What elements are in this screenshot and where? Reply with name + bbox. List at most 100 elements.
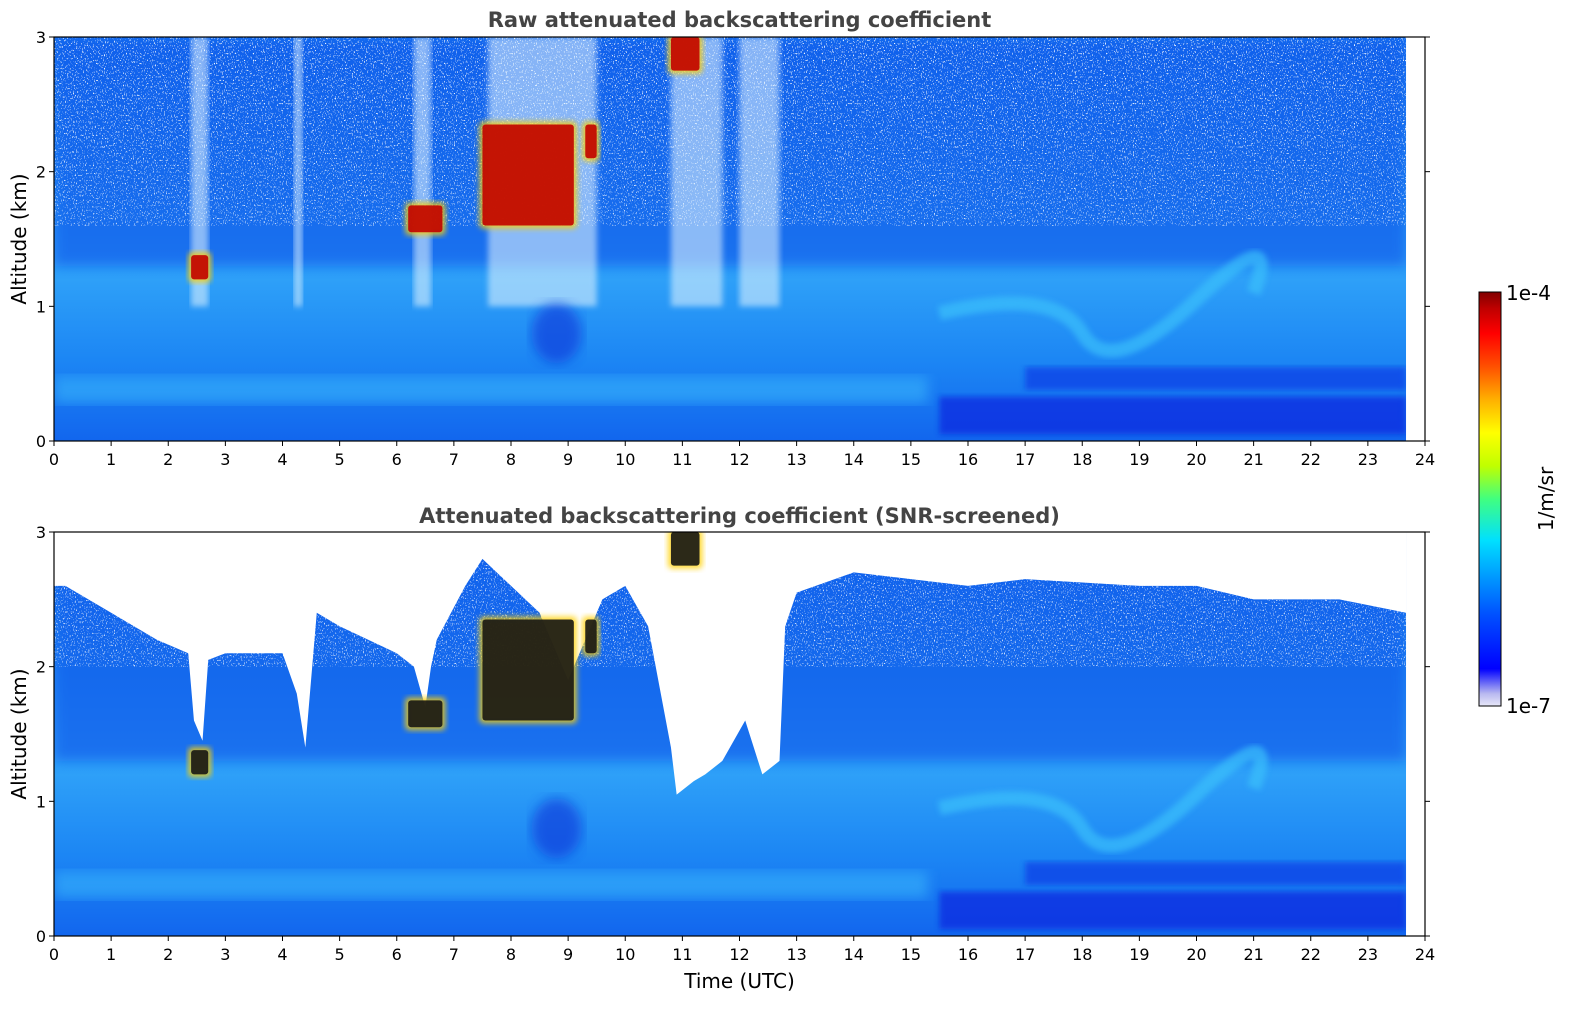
- x-axis: 0 1 2 3 4 5 6 7 8 9 10 11 12 13 14 15 16 17 18 19 20 21 22 23 24: [49, 441, 1435, 469]
- x-tick-label: 21: [1243, 945, 1263, 964]
- night-low-layer: [939, 396, 1407, 435]
- x-tick-label: 9: [563, 450, 573, 469]
- noise-column: [293, 37, 303, 307]
- x-tick-label: 15: [901, 450, 921, 469]
- x-tick-label: 16: [958, 450, 978, 469]
- x-tick-label: 3: [220, 450, 230, 469]
- x-tick-label: 11: [672, 450, 692, 469]
- y-axis: 0 1 2 3: [36, 28, 1430, 451]
- night-mid-layer: [1025, 366, 1407, 390]
- x-tick-label: 20: [1186, 945, 1206, 964]
- colorbar-scale: [1478, 291, 1502, 707]
- no-data-region: [1406, 37, 1425, 441]
- panel-raw: Raw attenuated backscattering coefficien…: [7, 8, 1435, 469]
- screen-edge-noise: [54, 558, 1407, 667]
- chart-title: Attenuated backscattering coefficient (S…: [419, 504, 1060, 528]
- x-tick-label: 23: [1358, 450, 1378, 469]
- night-mid-layer: [1025, 861, 1407, 885]
- x-tick-label: 18: [1072, 945, 1092, 964]
- x-tick-label: 7: [449, 945, 459, 964]
- y-axis: 0 1 2 3: [36, 523, 1430, 946]
- y-tick-label: 1: [36, 792, 46, 811]
- x-tick-label: 17: [1015, 945, 1035, 964]
- x-tick-label: 13: [786, 945, 806, 964]
- x-tick-label: 8: [506, 945, 516, 964]
- colorbar-label: 1/m/sr: [1534, 466, 1558, 531]
- cloud-feature: [188, 252, 212, 283]
- x-tick-label: 16: [958, 945, 978, 964]
- y-tick-label: 0: [36, 927, 46, 946]
- y-tick-label: 2: [36, 163, 46, 182]
- residual-layer: [937, 250, 1268, 358]
- x-tick-label: 14: [844, 450, 864, 469]
- boundary-layer: [54, 376, 929, 404]
- x-tick-label: 5: [335, 450, 345, 469]
- cloud-feature: [479, 121, 577, 229]
- noise-column: [413, 37, 432, 307]
- boundary-layer: [54, 871, 929, 899]
- x-tick-label: 4: [277, 945, 287, 964]
- x-tick-label: 22: [1301, 945, 1321, 964]
- night-low-layer: [939, 891, 1407, 930]
- x-tick-label: 19: [1129, 450, 1149, 469]
- x-tick-label: 6: [392, 450, 402, 469]
- cloud-feature: [667, 532, 703, 569]
- heatmap-area: [54, 37, 1407, 441]
- x-tick-label: 12: [729, 945, 749, 964]
- x-tick-label: 1: [106, 945, 116, 964]
- cloud-feature: [582, 121, 600, 162]
- y-axis-label: Altitude (km): [7, 668, 31, 799]
- x-tick-label: 10: [615, 945, 635, 964]
- x-tick-label: 13: [786, 450, 806, 469]
- dark-patch: [531, 798, 582, 859]
- panel-snr-screened: Attenuated backscattering coefficient (S…: [7, 504, 1435, 993]
- x-tick-label: 24: [1415, 945, 1435, 964]
- x-axis: 0 1 2 3 4 5 6 7 8 9 10 11 12 13 14 15 16 17 18 19 20 21 22 23 24: [49, 936, 1435, 964]
- y-tick-label: 1: [36, 297, 46, 316]
- no-data-region: [1406, 532, 1425, 936]
- cloud-feature: [667, 37, 703, 74]
- chart-title: Raw attenuated backscattering coefficien…: [488, 8, 992, 32]
- noise-column: [670, 37, 723, 307]
- noise-column: [739, 37, 780, 307]
- y-tick-label: 3: [36, 28, 46, 47]
- x-tick-label: 7: [449, 450, 459, 469]
- y-tick-label: 2: [36, 658, 46, 677]
- x-tick-label: 18: [1072, 450, 1092, 469]
- x-tick-label: 8: [506, 450, 516, 469]
- x-tick-label: 12: [729, 450, 749, 469]
- x-tick-label: 20: [1186, 450, 1206, 469]
- y-tick-label: 3: [36, 523, 46, 542]
- x-tick-label: 10: [615, 450, 635, 469]
- x-tick-label: 3: [220, 945, 230, 964]
- x-tick-label: 6: [392, 945, 402, 964]
- colorbar-min-label: 1e-7: [1506, 694, 1551, 718]
- dark-patch: [531, 303, 582, 364]
- x-tick-label: 9: [563, 945, 573, 964]
- x-tick-label: 24: [1415, 450, 1435, 469]
- y-tick-label: 0: [36, 432, 46, 451]
- x-tick-label: 1: [106, 450, 116, 469]
- x-tick-label: 2: [163, 450, 173, 469]
- x-tick-label: 0: [49, 450, 59, 469]
- x-tick-label: 23: [1358, 945, 1378, 964]
- x-tick-label: 4: [277, 450, 287, 469]
- x-tick-label: 11: [672, 945, 692, 964]
- cloud-feature: [479, 616, 577, 724]
- residual-layer: [937, 745, 1268, 853]
- x-tick-label: 21: [1243, 450, 1263, 469]
- x-tick-label: 5: [335, 945, 345, 964]
- x-tick-label: 14: [844, 945, 864, 964]
- colorbar-max-label: 1e-4: [1506, 281, 1551, 305]
- x-tick-label: 19: [1129, 945, 1149, 964]
- y-axis-label: Altitude (km): [7, 173, 31, 304]
- cloud-feature: [188, 747, 212, 778]
- cloud-feature: [405, 697, 446, 731]
- x-tick-label: 0: [49, 945, 59, 964]
- x-tick-label: 2: [163, 945, 173, 964]
- heatmap-area: [54, 532, 1407, 936]
- cloud-feature: [405, 202, 446, 236]
- x-tick-label: 15: [901, 945, 921, 964]
- x-tick-label: 22: [1301, 450, 1321, 469]
